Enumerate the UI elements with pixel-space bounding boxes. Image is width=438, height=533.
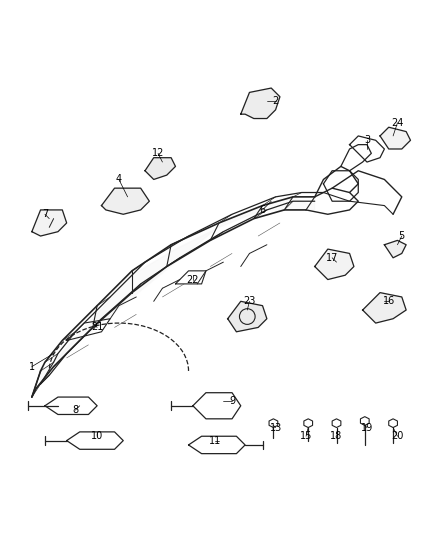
Text: 7: 7 [42,209,48,219]
Polygon shape [363,293,406,323]
Polygon shape [380,127,410,149]
Polygon shape [145,158,176,180]
Text: 2: 2 [272,96,279,106]
Polygon shape [228,301,267,332]
Polygon shape [385,240,406,258]
Text: 16: 16 [383,296,395,306]
Text: 8: 8 [72,405,78,415]
Text: 10: 10 [91,431,103,441]
Text: 13: 13 [269,423,282,433]
Text: 22: 22 [187,274,199,285]
Polygon shape [315,249,354,279]
Text: 19: 19 [361,423,373,433]
Text: 6: 6 [259,205,265,215]
Text: 5: 5 [399,231,405,241]
Text: 9: 9 [229,397,235,407]
Polygon shape [241,88,280,118]
Polygon shape [32,210,67,236]
Text: 4: 4 [116,174,122,184]
Polygon shape [102,188,149,214]
Text: 23: 23 [243,296,256,306]
Text: 18: 18 [330,431,343,441]
Text: 3: 3 [364,135,370,146]
Text: 12: 12 [152,148,164,158]
Text: 1: 1 [29,361,35,372]
Text: 15: 15 [300,431,312,441]
Polygon shape [41,197,315,384]
Text: 20: 20 [391,431,404,441]
Text: 21: 21 [91,322,103,333]
Text: 17: 17 [326,253,338,263]
Text: 24: 24 [391,118,404,128]
Text: 11: 11 [208,435,221,446]
